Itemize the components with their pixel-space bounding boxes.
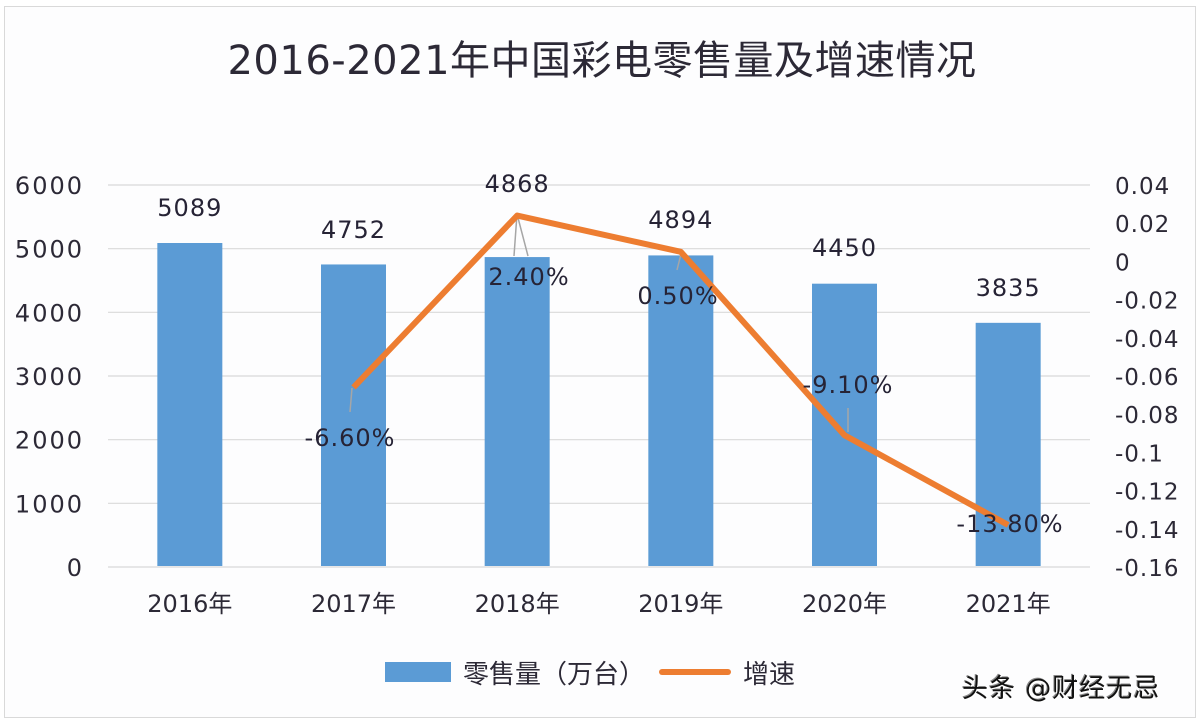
right-axis-tick: -0.1 [1115,441,1164,467]
line-value-label: -9.10% [803,371,894,399]
right-axis-tick: -0.12 [1115,480,1180,506]
x-axis-category: 2016年 [147,590,232,618]
left-axis-tick: 3000 [15,363,84,391]
legend-bar-swatch [385,662,451,682]
bar-value-label: 4752 [321,216,386,244]
bar [321,264,386,566]
right-axis-tick: -0.04 [1115,327,1180,353]
right-axis-tick: -0.16 [1115,556,1180,582]
line-value-label: 0.50% [637,282,718,310]
line-value-label: -6.60% [305,424,396,452]
left-axis-tick: 1000 [15,490,84,518]
label-leader-line [513,213,518,257]
right-axis-tick: 0 [1115,250,1131,276]
bar-value-label: 4894 [648,206,713,234]
watermark: 头条 @财经无忌 [962,674,1161,704]
x-axis-category: 2021年 [966,590,1051,618]
left-axis-tick: 4000 [15,299,84,327]
right-axis-tick: -0.02 [1115,289,1180,315]
right-axis-tick: -0.08 [1115,403,1180,429]
bar-value-label: 4450 [812,234,877,262]
bar [157,243,223,566]
growth-line [351,212,1010,528]
legend-bar-label: 零售量（万台） [463,659,646,690]
right-axis-tick: 0.04 [1115,174,1170,200]
x-axis-category: 2018年 [475,590,560,618]
bar [484,257,550,566]
bar [812,283,877,566]
left-axis-tick: 0 [67,554,84,582]
x-axis-category: 2017年 [311,590,396,618]
right-axis-tick: -0.06 [1115,365,1180,391]
legend-line-swatch [659,669,732,675]
right-axis-tick: -0.14 [1115,518,1180,544]
left-axis-tick: 5000 [15,236,84,264]
x-axis-category: 2019年 [638,590,723,618]
line-value-label: -13.80% [956,510,1063,538]
x-axis-category: 2020年 [802,590,887,618]
bar [648,255,714,566]
right-axis-tick: 0.02 [1115,212,1170,238]
bar [975,322,1041,566]
label-leader-line [676,253,682,271]
bar-value-label: 3835 [976,274,1041,302]
bar-value-label: 5089 [157,194,222,222]
legend: 零售量（万台） 增速 [385,652,795,692]
label-leader-line [516,213,529,257]
left-axis-tick: 6000 [15,172,84,200]
legend-line-label: 增速 [743,659,796,690]
label-leader-line [349,387,353,413]
bar-value-label: 4868 [485,170,550,198]
chart-title: 2016-2021年中国彩电零售量及增速情况 [227,38,977,84]
left-axis-tick: 2000 [15,427,84,455]
line-value-label: 2.40% [488,263,569,291]
